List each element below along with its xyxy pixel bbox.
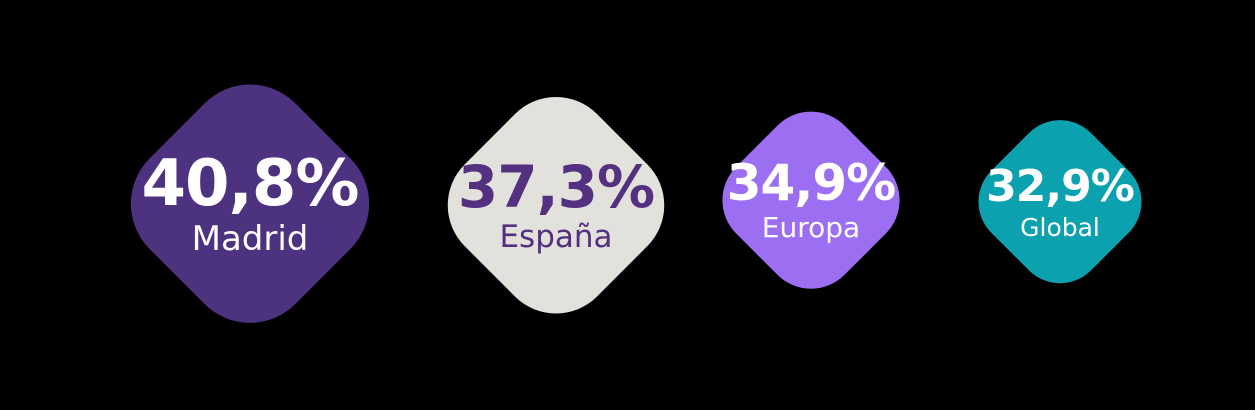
global-text-block: 32,9% Global <box>986 160 1135 242</box>
global-value: 32,9% <box>986 160 1135 212</box>
metric-espana: 37,3% España <box>424 73 688 337</box>
global-label: Global <box>1020 212 1100 242</box>
europa-value: 34,9% <box>726 154 896 212</box>
metric-global: 32,9% Global <box>960 102 1160 302</box>
madrid-value: 40,8% <box>141 147 359 221</box>
espana-value: 37,3% <box>457 152 655 221</box>
metric-madrid: 40,8% Madrid <box>104 58 396 350</box>
espana-text-block: 37,3% España <box>457 152 655 255</box>
espana-label: España <box>499 218 613 255</box>
metric-europa: 34,9% Europa <box>703 92 919 308</box>
madrid-text-block: 40,8% Madrid <box>141 147 359 259</box>
europa-label: Europa <box>761 211 861 244</box>
europa-text-block: 34,9% Europa <box>726 154 896 244</box>
madrid-label: Madrid <box>191 219 309 259</box>
